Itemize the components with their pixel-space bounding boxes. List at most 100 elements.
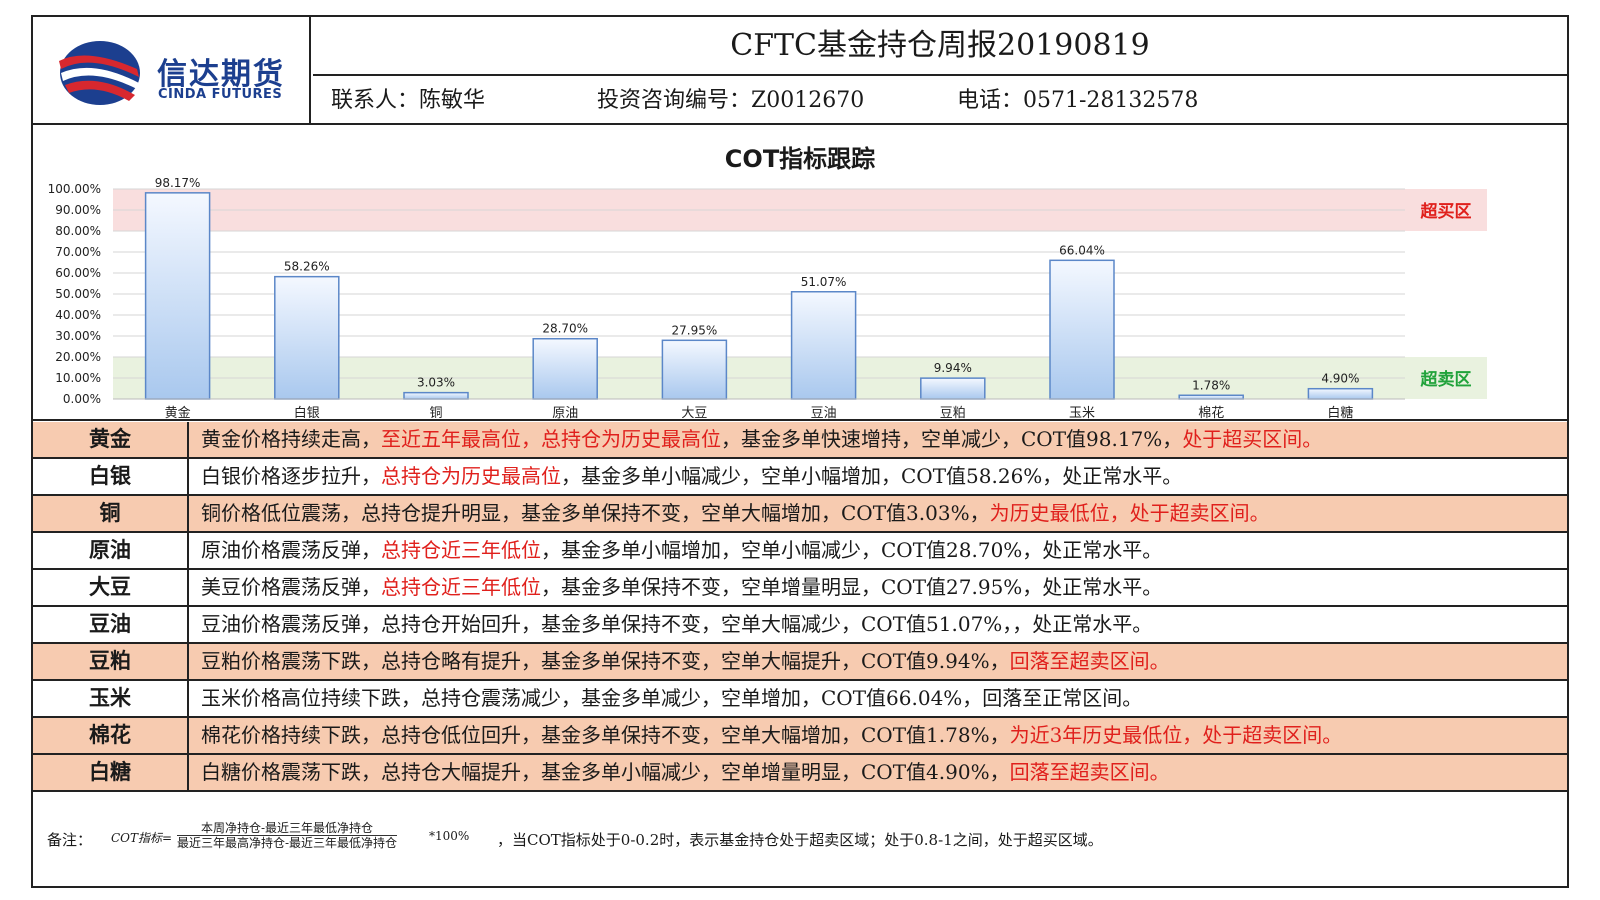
commodity-commentary: 美豆价格震荡反弹，总持仓近三年低位，基金多单保持不变，空单增量明显，COT值27…	[189, 570, 1162, 605]
commentary-text: ，基金多单保持不变，空单增量明显，COT值27.95%，处正常水平。	[541, 575, 1163, 599]
data-label-5: 51.07%	[801, 275, 847, 289]
commentary-text: 黄金价格持续走高，	[201, 427, 381, 451]
commentary-text: ，基金多单小幅增加，空单小幅减少，COT值28.70%，处正常水平。	[541, 538, 1163, 562]
commodity-name: 棉花	[33, 718, 189, 753]
cot-chart-area: COT指标跟踪 0.00% 10.00% 20.00% 30.00% 40.00% 50.…	[33, 125, 1567, 421]
table-row: 豆粕 豆粕价格震荡下跌，总持仓略有提升，基金多单保持不变，空单大幅提升，COT值9…	[33, 644, 1567, 681]
chart-title: COT指标跟踪	[724, 145, 876, 173]
commodity-commentary: 玉米价格高位持续下跌，总持仓震荡减少，基金多单减少，空单增加，COT值66.04…	[189, 681, 1142, 716]
table-row: 原油 原油价格震荡反弹，总持仓近三年低位，基金多单小幅增加，空单小幅减少，COT值…	[33, 533, 1567, 570]
bar-5	[790, 291, 857, 400]
highlight-text: 回落至超卖区间。	[1009, 760, 1170, 784]
cinda-logo-icon	[59, 41, 140, 105]
zone-label-0: 超买区	[1421, 201, 1472, 222]
y-tick-label-9: 90.00%	[55, 203, 101, 217]
logo-en-text: CINDA FUTURES	[158, 87, 283, 102]
y-tick-label-2: 20.00%	[55, 350, 101, 364]
table-row: 白糖 白糖价格震荡下跌，总持仓大幅提升，基金多单小幅减少，空单增量明显，COT值4…	[33, 755, 1567, 792]
report-header: 信达期货 CINDA FUTURES CFTC基金持仓周报20190819 联系…	[33, 17, 1567, 125]
data-label-2: 3.03%	[417, 376, 455, 390]
commodity-name: 白糖	[33, 755, 189, 790]
license-number: 投资咨询编号：Z0012670	[597, 88, 865, 113]
x-tick-label-3: 原油	[552, 406, 578, 421]
formula-name: COT指标=	[111, 831, 173, 845]
commodity-commentary: 棉花价格持续下跌，总持仓低位回升，基金多单保持不变，空单大幅增加，COT值1.7…	[189, 718, 1342, 753]
highlight-text: 为历史最低位，处于超卖区间。	[989, 501, 1270, 525]
bar-3	[532, 337, 598, 400]
table-row: 铜铜价格低位震荡，总持仓提升明显，基金多单保持不变，空单大幅增加，COT值3.0…	[33, 496, 1567, 533]
commodity-commentary: 原油价格震荡反弹，总持仓近三年低位，基金多单小幅增加，空单小幅减少，COT值28…	[189, 533, 1162, 568]
commentary-text: 原油价格震荡反弹，	[201, 538, 381, 562]
bar-8	[1178, 394, 1244, 400]
bar-1	[274, 275, 340, 400]
table-row: 玉米 玉米价格高位持续下跌，总持仓震荡减少，基金多单减少，空单增加，COT值66.…	[33, 681, 1567, 718]
commentary-text: 白糖价格震荡下跌，总持仓大幅提升，基金多单小幅减少，空单增量明显，COT值4.9…	[201, 760, 1010, 784]
footnote-label: 备注：	[47, 831, 93, 849]
y-tick-label-10: 100.00%	[48, 182, 101, 196]
table-row: 豆油 豆油价格震荡反弹，总持仓开始回升，基金多单保持不变，空单大幅减少，COT值5…	[33, 607, 1567, 644]
commodity-commentary: 白糖价格震荡下跌，总持仓大幅提升，基金多单小幅减少，空单增量明显，COT值4.9…	[189, 755, 1170, 790]
report-title: CFTC基金持仓周报20190819	[313, 17, 1567, 76]
commentary-text: 美豆价格震荡反弹，	[201, 575, 381, 599]
commodity-commentary: 豆油价格震荡反弹，总持仓开始回升，基金多单保持不变，空单大幅减少，COT值51.…	[189, 607, 1152, 642]
commentary-table: 黄金 黄金价格持续走高，至近五年最高位，总持仓为历史最高位，基金多单快速增持，空单…	[33, 422, 1567, 792]
table-row: 棉花 棉花价格持续下跌，总持仓低位回升，基金多单保持不变，空单大幅增加，COT值1…	[33, 718, 1567, 755]
x-tick-label-9: 白糖	[1327, 405, 1353, 421]
formula-fraction: 本周净持仓-最近三年最低净持仓 最近三年最高净持仓-最近三年最低净持仓	[177, 821, 398, 850]
bar-4	[661, 339, 728, 400]
y-tick-label-0: 0.00%	[63, 392, 101, 406]
y-tick-label-6: 60.00%	[55, 266, 101, 280]
y-tick-label-3: 30.00%	[55, 329, 101, 343]
commentary-text: 铜价格低位震荡，总持仓提升明显，基金多单保持不变，空单大幅增加，COT值3.03…	[201, 501, 990, 525]
bar-2	[403, 391, 469, 400]
cot-bar-chart: 0.00% 10.00% 20.00% 30.00% 40.00% 50.00% 60.00…	[48, 176, 1487, 421]
commodity-name: 白银	[33, 459, 189, 494]
commodity-name: 黄金	[33, 422, 189, 457]
commodity-name: 豆粕	[33, 644, 189, 679]
x-tick-label-5: 豆油	[811, 406, 837, 421]
commentary-text: 豆油价格震荡反弹，总持仓开始回升，基金多单保持不变，空单大幅减少，COT值51.…	[201, 612, 1153, 636]
highlight-text: 至近五年最高位，总持仓为历史最高位	[381, 427, 721, 451]
data-label-6: 9.94%	[934, 361, 972, 375]
data-label-1: 58.26%	[284, 260, 330, 274]
formula-numerator: 本周净持仓-最近三年最低净持仓	[177, 821, 398, 836]
commentary-text: ，基金多单小幅减少，空单小幅增加，COT值58.26%，处正常水平。	[561, 464, 1183, 488]
commentary-text: ，基金多单快速增持，空单减少，COT值98.17%，	[721, 427, 1183, 451]
x-tick-label-0: 黄金	[165, 405, 191, 421]
commodity-commentary: 黄金价格持续走高，至近五年最高位，总持仓为历史最高位，基金多单快速增持，空单减少…	[189, 422, 1322, 457]
report-frame: 信达期货 CINDA FUTURES CFTC基金持仓周报20190819 联系…	[31, 15, 1569, 888]
commodity-name: 原油	[33, 533, 189, 568]
footnote-text: ，当COT指标处于0-0.2时，表示基金持仓处于超卖区域；处于0.8-1之间，处…	[497, 831, 1103, 849]
contact-person: 联系人：陈敏华	[331, 88, 486, 113]
phone-number: 电话：0571-28132578	[957, 88, 1199, 113]
data-label-0: 98.17%	[155, 176, 201, 190]
highlight-text: 处于超买区间。	[1182, 427, 1323, 451]
data-label-4: 27.95%	[672, 323, 718, 337]
logo-cn-text: 信达期货	[157, 57, 285, 92]
formula-multiplier: *100%	[429, 829, 470, 843]
highlight-text: 回落至超卖区间。	[1009, 649, 1170, 673]
data-label-7: 66.04%	[1059, 243, 1105, 257]
y-tick-label-5: 50.00%	[55, 287, 101, 301]
commentary-text: 白银价格逐步拉升，	[201, 464, 381, 488]
table-row: 大豆 美豆价格震荡反弹，总持仓近三年低位，基金多单保持不变，空单增量明显，COT值…	[33, 570, 1567, 607]
contact-row: 联系人：陈敏华 投资咨询编号：Z0012670 电话：0571-28132578	[313, 78, 1567, 123]
logo: 信达期货 CINDA FUTURES	[33, 17, 311, 123]
zone-label-1: 超卖区	[1421, 369, 1472, 390]
x-tick-label-2: 铜	[429, 406, 442, 421]
footnote: 备注： COT指标= 本周净持仓-最近三年最低净持仓 最近三年最高净持仓-最近三…	[33, 799, 1567, 888]
bar-9	[1307, 387, 1374, 400]
commodity-name: 豆油	[33, 607, 189, 642]
data-label-3: 28.70%	[542, 322, 588, 336]
y-tick-label-1: 10.00%	[55, 371, 101, 385]
y-tick-label-4: 40.00%	[55, 308, 101, 322]
highlight-text: 为近3年历史最低位，处于超卖区间。	[1009, 723, 1343, 747]
x-tick-label-1: 白银	[294, 405, 320, 421]
x-tick-label-6: 豆粕	[940, 406, 966, 421]
commodity-commentary: 铜价格低位震荡，总持仓提升明显，基金多单保持不变，空单大幅增加，COT值3.03…	[189, 496, 1270, 531]
table-row: 黄金 黄金价格持续走高，至近五年最高位，总持仓为历史最高位，基金多单快速增持，空单…	[33, 422, 1567, 459]
data-label-9: 4.90%	[1321, 372, 1359, 386]
x-tick-label-4: 大豆	[681, 406, 707, 421]
commentary-text: 豆粕价格震荡下跌，总持仓略有提升，基金多单保持不变，空单大幅提升，COT值9.9…	[201, 649, 1010, 673]
table-row: 白银 白银价格逐步拉升，总持仓为历史最高位，基金多单小幅减少，空单小幅增加，COT…	[33, 459, 1567, 496]
